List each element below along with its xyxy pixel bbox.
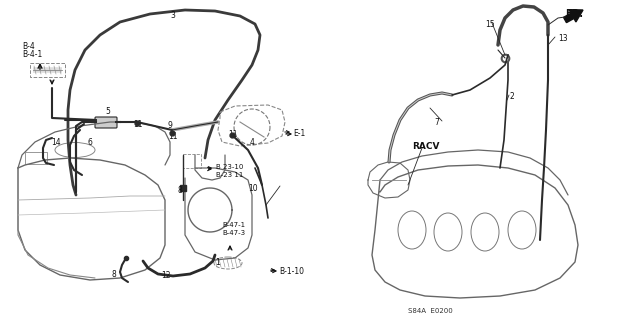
Text: 6: 6 bbox=[87, 138, 92, 147]
FancyBboxPatch shape bbox=[95, 117, 117, 128]
Text: 1: 1 bbox=[215, 258, 220, 267]
Text: B-23 11: B-23 11 bbox=[216, 172, 243, 178]
Text: B-4-1: B-4-1 bbox=[22, 50, 42, 59]
Text: B-47-3: B-47-3 bbox=[222, 230, 245, 236]
Text: B-4: B-4 bbox=[22, 42, 35, 51]
Text: S84A  E0200: S84A E0200 bbox=[408, 308, 452, 314]
Text: 9: 9 bbox=[168, 121, 173, 130]
Text: 10: 10 bbox=[248, 184, 258, 193]
FancyArrow shape bbox=[564, 10, 583, 23]
Text: 3: 3 bbox=[170, 11, 175, 20]
Text: B 23-10: B 23-10 bbox=[216, 164, 243, 170]
Text: 4: 4 bbox=[250, 138, 255, 147]
Text: E-1: E-1 bbox=[293, 129, 305, 138]
Text: 8: 8 bbox=[112, 270, 116, 279]
Text: 5: 5 bbox=[105, 107, 110, 116]
Text: 7: 7 bbox=[434, 118, 439, 127]
Text: 11: 11 bbox=[168, 132, 177, 141]
Text: 12: 12 bbox=[161, 271, 170, 280]
Text: 14: 14 bbox=[51, 138, 61, 147]
Text: B-1-10: B-1-10 bbox=[279, 267, 304, 276]
Text: 11: 11 bbox=[228, 130, 237, 139]
Text: 11: 11 bbox=[133, 120, 143, 129]
Text: B-47-1: B-47-1 bbox=[222, 222, 245, 228]
Text: 8: 8 bbox=[178, 186, 183, 195]
Text: FR.: FR. bbox=[565, 9, 583, 19]
Text: 2: 2 bbox=[510, 92, 515, 101]
Text: RACV: RACV bbox=[412, 142, 440, 151]
Text: 13: 13 bbox=[558, 34, 568, 43]
Text: 15: 15 bbox=[485, 20, 495, 29]
